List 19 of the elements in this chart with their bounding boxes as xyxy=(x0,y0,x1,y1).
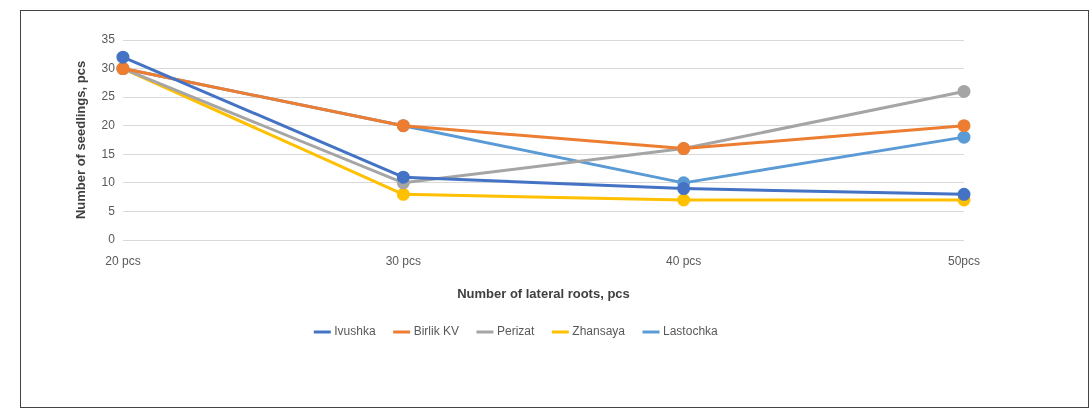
y-tick-label: 35 xyxy=(101,32,116,47)
legend-label: Zhansaya xyxy=(572,324,626,339)
y-tick-label: 10 xyxy=(101,175,116,190)
y-axis-title: Number of seedlings, pcs xyxy=(73,60,89,220)
y-tick-label: 15 xyxy=(101,146,116,161)
legend-label: Ivushka xyxy=(334,324,376,339)
y-tick-label: 0 xyxy=(108,232,116,247)
x-axis-title: Number of lateral roots, pcs xyxy=(457,285,630,301)
x-tick-label: 50pcs xyxy=(947,253,981,268)
x-tick-label: 20 pcs xyxy=(105,253,141,268)
legend-label: Birlik KV xyxy=(413,324,459,339)
legend-label: Lastochka xyxy=(663,324,719,339)
legend-label: Perizat xyxy=(496,324,535,339)
x-tick-label: 30 pcs xyxy=(385,253,421,268)
y-tick-label: 25 xyxy=(101,89,116,104)
x-tick-label: 40 pcs xyxy=(665,253,702,268)
y-tick-label: 20 xyxy=(101,118,116,133)
y-tick-label: 5 xyxy=(108,203,116,218)
y-tick-label: 30 xyxy=(101,60,116,75)
